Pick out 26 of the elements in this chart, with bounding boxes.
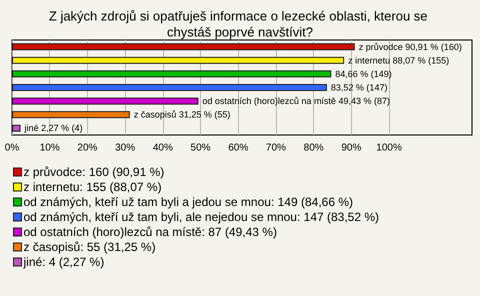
legend-label: od známých, kteří už tam byli, ale nejedou se mnou: 147 (83,52 %) bbox=[24, 210, 380, 224]
data-label: 84,66 % (149) bbox=[335, 68, 392, 79]
x-tick-label: 50% bbox=[190, 142, 211, 154]
x-tick-label: 70% bbox=[266, 142, 286, 154]
data-label: z průvodce 90,91 % (160) bbox=[358, 42, 462, 52]
x-tick-label: 20% bbox=[77, 142, 98, 154]
data-label: z internetu 88,07 % (155) bbox=[348, 55, 450, 66]
x-tick-label: 60% bbox=[228, 142, 248, 154]
x-tick-label: 10% bbox=[40, 142, 60, 154]
data-label: jiné 2,27 % (4) bbox=[24, 123, 83, 134]
x-tick-label: 30% bbox=[115, 142, 136, 154]
data-label: 83,52 % (147) bbox=[330, 82, 388, 92]
x-tick-label: 80% bbox=[304, 142, 324, 154]
legend-label: jiné: 4 (2,27 %) bbox=[22, 255, 104, 269]
x-tick-label: 0% bbox=[4, 142, 20, 154]
x-tick-label: 40% bbox=[152, 142, 173, 154]
legend-label: z časopisů: 55 (31,25 %) bbox=[24, 240, 156, 254]
chart-title: Z jakých zdrojů si opatřuješ informace o lezecké oblasti, kterou se chystáš poprvé navštívit? bbox=[48, 8, 432, 40]
x-tick-label: 90% bbox=[341, 142, 362, 154]
data-label: z časopisů 31,25 % (55) bbox=[134, 110, 230, 120]
legend-label: od ostatních (horo)lezců na místě: 87 (49,43 %) bbox=[24, 225, 277, 239]
data-label: od ostatních (horo)lezců na místě 49,43 % (87) bbox=[202, 96, 390, 106]
legend-label: z internetu: 155 (88,07 %) bbox=[24, 180, 162, 194]
x-tick-label: 100% bbox=[376, 142, 402, 154]
legend-label: od známých, kteří už tam byli a jedou se mnou: 149 (84,66 %) bbox=[24, 195, 354, 209]
legend-label: z průvodce: 160 (90,91 %) bbox=[24, 165, 164, 179]
